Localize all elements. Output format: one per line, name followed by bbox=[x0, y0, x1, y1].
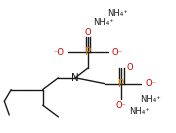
Text: NH₄⁺: NH₄⁺ bbox=[107, 9, 128, 18]
Text: O⁻: O⁻ bbox=[145, 79, 156, 88]
Text: N: N bbox=[71, 73, 79, 83]
Text: ⁻O: ⁻O bbox=[53, 48, 64, 57]
Text: O⁻: O⁻ bbox=[116, 101, 127, 110]
Text: O: O bbox=[126, 63, 133, 72]
Text: P: P bbox=[118, 79, 125, 89]
Text: NH₄⁺: NH₄⁺ bbox=[141, 95, 161, 104]
Text: O⁻: O⁻ bbox=[112, 48, 123, 57]
Text: O: O bbox=[85, 28, 91, 37]
Text: NH₄⁺: NH₄⁺ bbox=[93, 18, 114, 27]
Text: NH₄⁺: NH₄⁺ bbox=[129, 107, 150, 116]
Text: P: P bbox=[85, 47, 91, 57]
